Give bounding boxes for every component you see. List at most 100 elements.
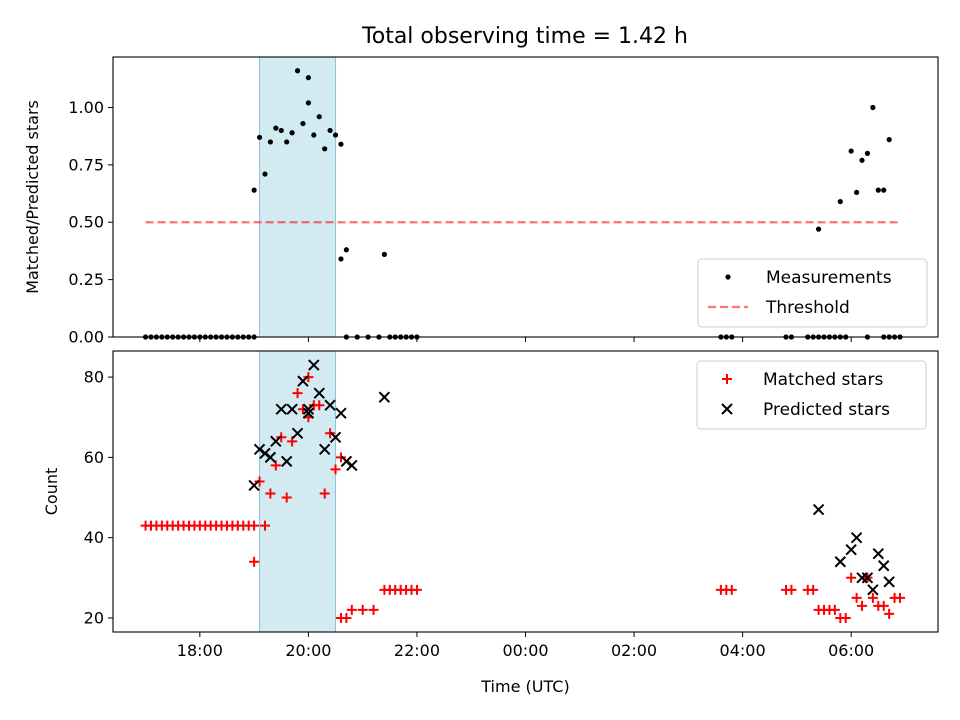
predicted-star-point	[313, 387, 325, 399]
predicted-star-point	[878, 560, 890, 572]
matched-star-point	[346, 604, 357, 615]
measurement-point	[338, 141, 344, 147]
legend-predicted-marker	[721, 403, 733, 415]
legend-label: Measurements	[766, 268, 892, 288]
y-tick-label: 40	[84, 528, 104, 547]
measurement-point	[278, 127, 284, 134]
ratio-panel: 0.00 0.25 0.50 0.75 1.00 Matched/Predicted st…	[23, 56, 939, 347]
matched-star-point	[857, 600, 868, 611]
measurement-point	[859, 157, 865, 163]
predicted-star-point	[324, 399, 336, 411]
matched-star-point	[368, 604, 379, 615]
measurement-point	[305, 100, 311, 106]
matched-star-point	[287, 436, 298, 447]
matched-star-point	[265, 488, 276, 499]
matched-star-point	[411, 584, 422, 595]
legend-box	[696, 360, 927, 430]
measurement-point	[322, 146, 328, 152]
measurement-point	[300, 120, 306, 127]
matched-star-point	[341, 612, 352, 623]
predicted-star-point	[280, 455, 293, 468]
predicted-star-point	[861, 572, 874, 584]
legend-matched-marker	[722, 374, 732, 384]
y-tick-label: 20	[84, 608, 104, 627]
measurement-point	[875, 187, 881, 193]
x-tick-label: 18:00	[177, 641, 223, 660]
predicted-star-point	[270, 435, 282, 448]
x-tick-label: 04:00	[720, 641, 766, 660]
x-tick-label: 20:00	[285, 641, 331, 660]
measurement-point	[853, 189, 860, 196]
matched-star-point	[829, 604, 840, 615]
measurement-point	[289, 130, 295, 136]
y-tick-label: 0.50	[68, 213, 104, 232]
measurement-point	[305, 75, 311, 81]
predicted-star-point	[308, 359, 320, 371]
matched-star-point	[249, 556, 260, 567]
matched-star-point	[895, 592, 906, 603]
measurement-point	[251, 187, 257, 193]
predicted-star-point	[275, 403, 287, 415]
legend-label: Predicted stars	[763, 400, 890, 420]
predicted-star-point	[318, 443, 331, 456]
predicted-star-point	[834, 556, 847, 568]
matched-star-point	[867, 592, 878, 603]
matched-star-point	[786, 584, 797, 595]
predicted-star-point	[346, 459, 358, 472]
matched-star-point	[840, 612, 851, 623]
y-tick-label: 1.00	[68, 98, 104, 117]
measurement-point	[870, 104, 876, 111]
count-panel: 18:00 20:00 22:00 00:00 02:00 04:00 06:00 20 40 6…	[42, 350, 939, 696]
y-axis-label: Matched/Predicted stars	[23, 100, 42, 294]
matched-star-point	[878, 600, 889, 611]
x-tick-label: 00:00	[502, 641, 548, 660]
matched-star-point	[330, 464, 341, 475]
measurement-point	[886, 137, 892, 143]
measurement-point	[284, 139, 290, 145]
x-axis-label: Time (UTC)	[480, 677, 569, 696]
matched-star-point	[249, 520, 260, 531]
matched-star-point	[808, 584, 819, 595]
predicted-star-point	[850, 531, 863, 544]
legend-label: Threshold	[765, 298, 850, 318]
matched-star-point	[259, 520, 270, 531]
chart-title: Total observing time = 1.42 h	[361, 24, 688, 49]
measurement-point	[332, 132, 339, 138]
measurement-point	[381, 251, 387, 257]
matched-star-point	[726, 584, 737, 595]
predicted-star-point	[867, 584, 879, 596]
legend-box	[697, 258, 928, 328]
matched-star-point	[319, 488, 330, 499]
predicted-star-point	[291, 427, 304, 440]
predicted-star-point	[264, 451, 277, 464]
predicted-star-point	[286, 403, 298, 415]
predicted-star-point	[297, 375, 309, 387]
measurement-point	[338, 256, 344, 262]
predicted-star-point	[335, 407, 347, 419]
y-tick-label: 0.00	[68, 328, 104, 347]
measurement-point	[311, 132, 317, 138]
predicted-star-point	[302, 407, 315, 419]
measurement-point	[815, 226, 822, 232]
y-tick-label: 80	[84, 368, 104, 387]
matched-star-point	[884, 608, 895, 619]
matched-star-point	[314, 400, 325, 411]
predicted-star-point	[883, 576, 895, 588]
predicted-star-point	[845, 543, 857, 556]
measurement-point	[267, 139, 274, 145]
measurement-point	[273, 125, 279, 131]
matched-star-point	[851, 592, 862, 603]
measurement-point	[316, 114, 322, 120]
matched-star-point	[270, 460, 281, 471]
matched-star-point	[846, 572, 857, 583]
predicted-star-point	[872, 548, 885, 560]
y-tick-label: 0.25	[68, 270, 104, 289]
observing-window-span	[259, 56, 337, 338]
matched-star-point	[292, 388, 303, 399]
y-tick-label: 0.75	[68, 155, 104, 174]
measurement-point	[343, 247, 349, 253]
predicted-star-point	[812, 503, 825, 516]
y-tick-label: 60	[84, 448, 104, 467]
matched-star-point	[281, 492, 292, 503]
measurement-point	[848, 148, 854, 154]
